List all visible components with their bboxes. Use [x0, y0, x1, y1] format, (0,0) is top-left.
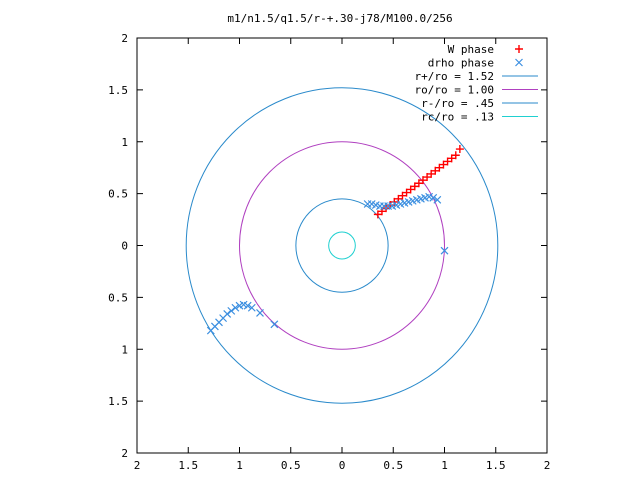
legend-label: ro/ro = 1.00 — [415, 84, 494, 97]
legend-label: rc/ro = .13 — [421, 111, 494, 124]
x-tick-label: 1.5 — [178, 459, 198, 472]
y-tick-label: 0 — [121, 240, 128, 253]
reference-circle — [239, 141, 445, 350]
legend-marker-cross — [515, 58, 523, 67]
y-tick-label: 1 — [121, 343, 128, 356]
w-phase-point — [451, 151, 460, 160]
x-tick-label: 1 — [236, 459, 243, 472]
chart-title: m1/n1.5/q1.5/r-+.30-j78/M100.0/256 — [227, 12, 452, 25]
legend-label: drho phase — [428, 57, 494, 70]
x-tick-label: 0.5 — [383, 459, 403, 472]
w-phase-point — [427, 169, 436, 178]
drho-phase-point — [227, 306, 236, 315]
y-tick-label: 0.5 — [108, 188, 128, 201]
w-phase-point — [443, 157, 452, 166]
w-phase-point — [406, 185, 415, 194]
w-phase-point — [373, 210, 382, 219]
axis-ticks: 2 1.5 1 0.5 0 0.5 1 1.5 221.510.500.511.52 — [108, 32, 550, 472]
legend-label: W phase — [448, 43, 494, 56]
x-tick-label: 0.5 — [281, 459, 301, 472]
reference-circle — [328, 231, 356, 260]
x-tick-label: 2 — [134, 459, 141, 472]
drho-phase-point — [440, 246, 449, 255]
legend-label: r-/ro = .45 — [421, 97, 494, 110]
reference-circle — [295, 198, 389, 293]
drho-phase-point — [429, 193, 438, 202]
drho-phase-point — [256, 309, 264, 317]
w-phase-point — [418, 176, 427, 185]
w-phase-point — [398, 191, 407, 200]
drho-phase-point — [247, 303, 256, 312]
w-phase-point — [410, 182, 419, 191]
drho-phase-point — [433, 195, 442, 204]
w-phase-point — [402, 188, 411, 197]
y-tick-label: 1.5 — [108, 395, 128, 408]
w-phase-point — [435, 163, 444, 172]
legend-marker-plus — [515, 45, 523, 53]
w-phase-point — [439, 160, 448, 169]
x-tick-label: 2 — [544, 459, 551, 472]
drho-phase-point — [270, 320, 279, 329]
reference-circles — [185, 87, 499, 404]
y-tick-label: 1.5 — [108, 84, 128, 97]
data-points — [206, 145, 464, 335]
drho-phase-point — [243, 301, 252, 310]
reference-circle — [185, 87, 499, 404]
x-tick-label: 1.5 — [486, 459, 506, 472]
legend-label: r+/ro = 1.52 — [415, 70, 494, 83]
w-phase-point — [431, 166, 440, 175]
drho-phase-point — [231, 303, 240, 312]
w-phase-point — [414, 179, 423, 188]
y-tick-label: 2 — [121, 447, 128, 460]
x-tick-label: 0 — [339, 459, 346, 472]
drho-phase-point — [223, 310, 232, 318]
w-phase-point — [455, 145, 464, 154]
w-phase-point — [447, 154, 456, 163]
w-phase-point — [423, 173, 432, 182]
y-tick-label: 0.5 — [108, 291, 128, 304]
y-tick-label: 1 — [121, 136, 128, 149]
x-tick-label: 1 — [441, 459, 448, 472]
y-tick-label: 2 — [121, 32, 128, 45]
